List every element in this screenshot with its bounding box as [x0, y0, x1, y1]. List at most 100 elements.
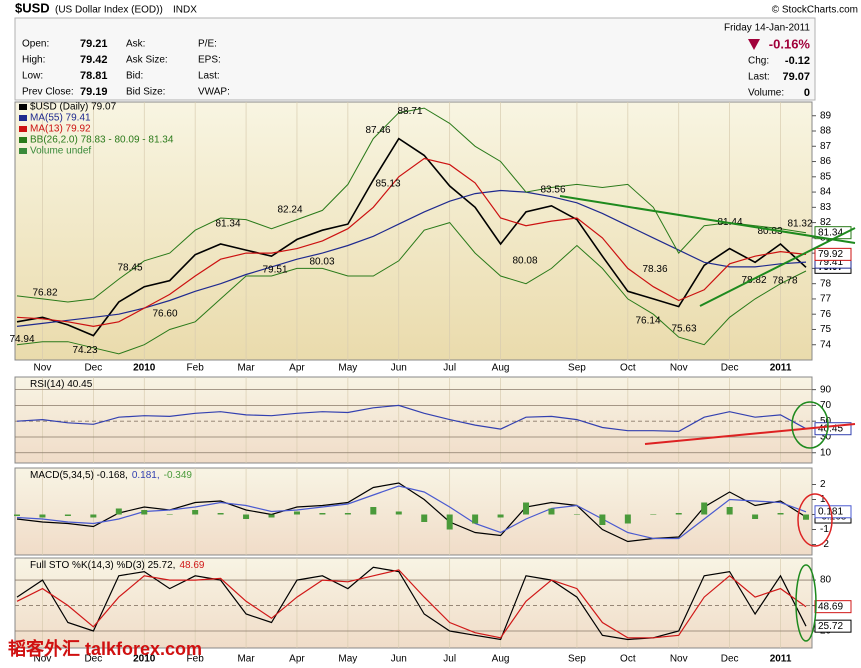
- quote-date: Friday 14-Jan-2011: [724, 23, 810, 34]
- histogram-bar: [446, 514, 453, 530]
- y-tick-label: 77: [820, 294, 832, 305]
- histogram-bar: [268, 514, 275, 518]
- source: © StockCharts.com: [772, 5, 858, 16]
- x-tick-label: Dec: [721, 654, 739, 665]
- value-tag: 40.45: [818, 423, 843, 434]
- y-tick-label: 83: [820, 202, 832, 213]
- down-arrow: [748, 39, 760, 50]
- x-tick-label: Mar: [237, 363, 255, 374]
- price-annotation: 78.82: [741, 275, 766, 286]
- quote-label: P/E:: [198, 39, 217, 50]
- value-tag: 81.34: [818, 227, 843, 238]
- price-annotation: 79.51: [262, 264, 287, 275]
- value-tag: 25.72: [818, 621, 843, 632]
- x-tick-label: Jun: [391, 654, 407, 665]
- y-tick-label: 75: [820, 324, 832, 335]
- legend-swatch: [19, 137, 27, 143]
- price-annotation: 74.94: [9, 334, 34, 345]
- highlight-ellipse: [791, 401, 829, 449]
- legend-swatch: [19, 126, 27, 132]
- legend-entry: MA(55) 79.41: [30, 113, 91, 124]
- histogram-bar: [624, 514, 631, 524]
- histogram-bar: [752, 514, 759, 519]
- histogram-bar: [675, 513, 682, 515]
- legend-entry: $USD (Daily) 79.07: [30, 102, 117, 113]
- panel-title-part: MACD(5,34,5) -0.168,: [30, 470, 128, 481]
- panel-title-part: RSI(14) 40.45: [30, 379, 93, 390]
- highlight-ellipse: [795, 564, 817, 642]
- series-line: [16, 189, 807, 327]
- y-tick-label: 74: [820, 339, 832, 350]
- price-annotation: 85.13: [375, 178, 400, 189]
- y-tick-label: 87: [820, 141, 832, 152]
- histogram-bar: [217, 513, 224, 515]
- y-tick-label: 84: [820, 187, 832, 198]
- histogram-bar: [115, 508, 122, 515]
- panel-title: RSI(14) 40.45: [30, 379, 93, 390]
- quote-value: 79.07: [782, 71, 810, 83]
- y-tick-label: 10: [820, 447, 832, 458]
- value-tag-box: [814, 247, 852, 261]
- x-tick-label: 2010: [133, 654, 156, 665]
- price-annotation: 74.23: [72, 345, 97, 356]
- y-tick-label: 82: [820, 217, 832, 228]
- panel-title-part: -0.349: [164, 470, 193, 481]
- y-tick-label: 2: [820, 479, 826, 490]
- trend-line: [559, 195, 856, 244]
- price-annotation: 88.71: [397, 106, 422, 117]
- histogram-bar: [395, 511, 402, 515]
- highlight-ellipse: [797, 493, 833, 547]
- legend-entry: MA(13) 79.92: [30, 124, 91, 135]
- histogram-bar: [701, 502, 708, 515]
- quote-value: -0.12: [785, 55, 810, 67]
- price-annotation: 78.78: [772, 275, 797, 286]
- quote-label: Chg:: [748, 56, 769, 67]
- histogram-bar: [192, 510, 199, 515]
- panel-background: [14, 557, 813, 649]
- panel-title: Full STO %K(14,3) %D(3) 25.72, 48.69: [30, 560, 205, 571]
- x-tick-label: Apr: [289, 654, 305, 665]
- x-tick-label: Apr: [289, 363, 305, 374]
- histogram-bar: [803, 514, 809, 520]
- y-tick-label: 50: [820, 416, 832, 427]
- y-tick-label: 80: [820, 575, 832, 586]
- price-annotation: 81.32: [787, 219, 812, 230]
- x-tick-label: Nov: [670, 654, 688, 665]
- y-tick-label: 89: [820, 110, 832, 121]
- bollinger-upper: [16, 107, 807, 303]
- histogram-bar: [293, 511, 300, 515]
- quote-label: Ask:: [126, 39, 145, 50]
- legend-swatch: [19, 115, 27, 121]
- x-tick-label: May: [338, 363, 357, 374]
- quote-value: 0: [804, 87, 810, 99]
- histogram-bar: [726, 507, 733, 515]
- y-tick-label: 1: [820, 494, 826, 505]
- histogram-bar: [64, 514, 71, 516]
- histogram-bar: [523, 502, 530, 515]
- x-tick-label: Aug: [492, 654, 510, 665]
- quote-label: Ask Size:: [126, 55, 168, 66]
- histogram-bar: [472, 514, 479, 524]
- x-tick-label: Feb: [187, 363, 205, 374]
- x-tick-label: Dec: [84, 654, 102, 665]
- price-annotation: 82.24: [277, 205, 302, 216]
- x-tick-label: Dec: [721, 363, 739, 374]
- value-tag-box: [814, 600, 852, 614]
- y-tick-label: 76: [820, 309, 832, 320]
- watermark: 韬客外汇 talkforex.com: [8, 638, 202, 659]
- quote-label: VWAP:: [198, 87, 230, 98]
- x-tick-label: Mar: [237, 654, 255, 665]
- price-annotation: 87.46: [365, 125, 390, 136]
- price-annotation: 78.36: [642, 264, 667, 275]
- panel-title-part: 0.181,: [132, 470, 160, 481]
- y-tick-label: 88: [820, 126, 832, 137]
- series-line: [16, 485, 807, 540]
- panel-title-part: Full STO %K(14,3) %D(3) 25.72,: [30, 560, 175, 571]
- histogram-bar: [243, 514, 250, 519]
- x-tick-label: 2011: [770, 654, 792, 665]
- y-tick-label: -1: [820, 524, 829, 535]
- x-tick-label: Jul: [443, 654, 456, 665]
- x-tick-label: Feb: [187, 654, 205, 665]
- value-tag: 79.92: [818, 249, 843, 260]
